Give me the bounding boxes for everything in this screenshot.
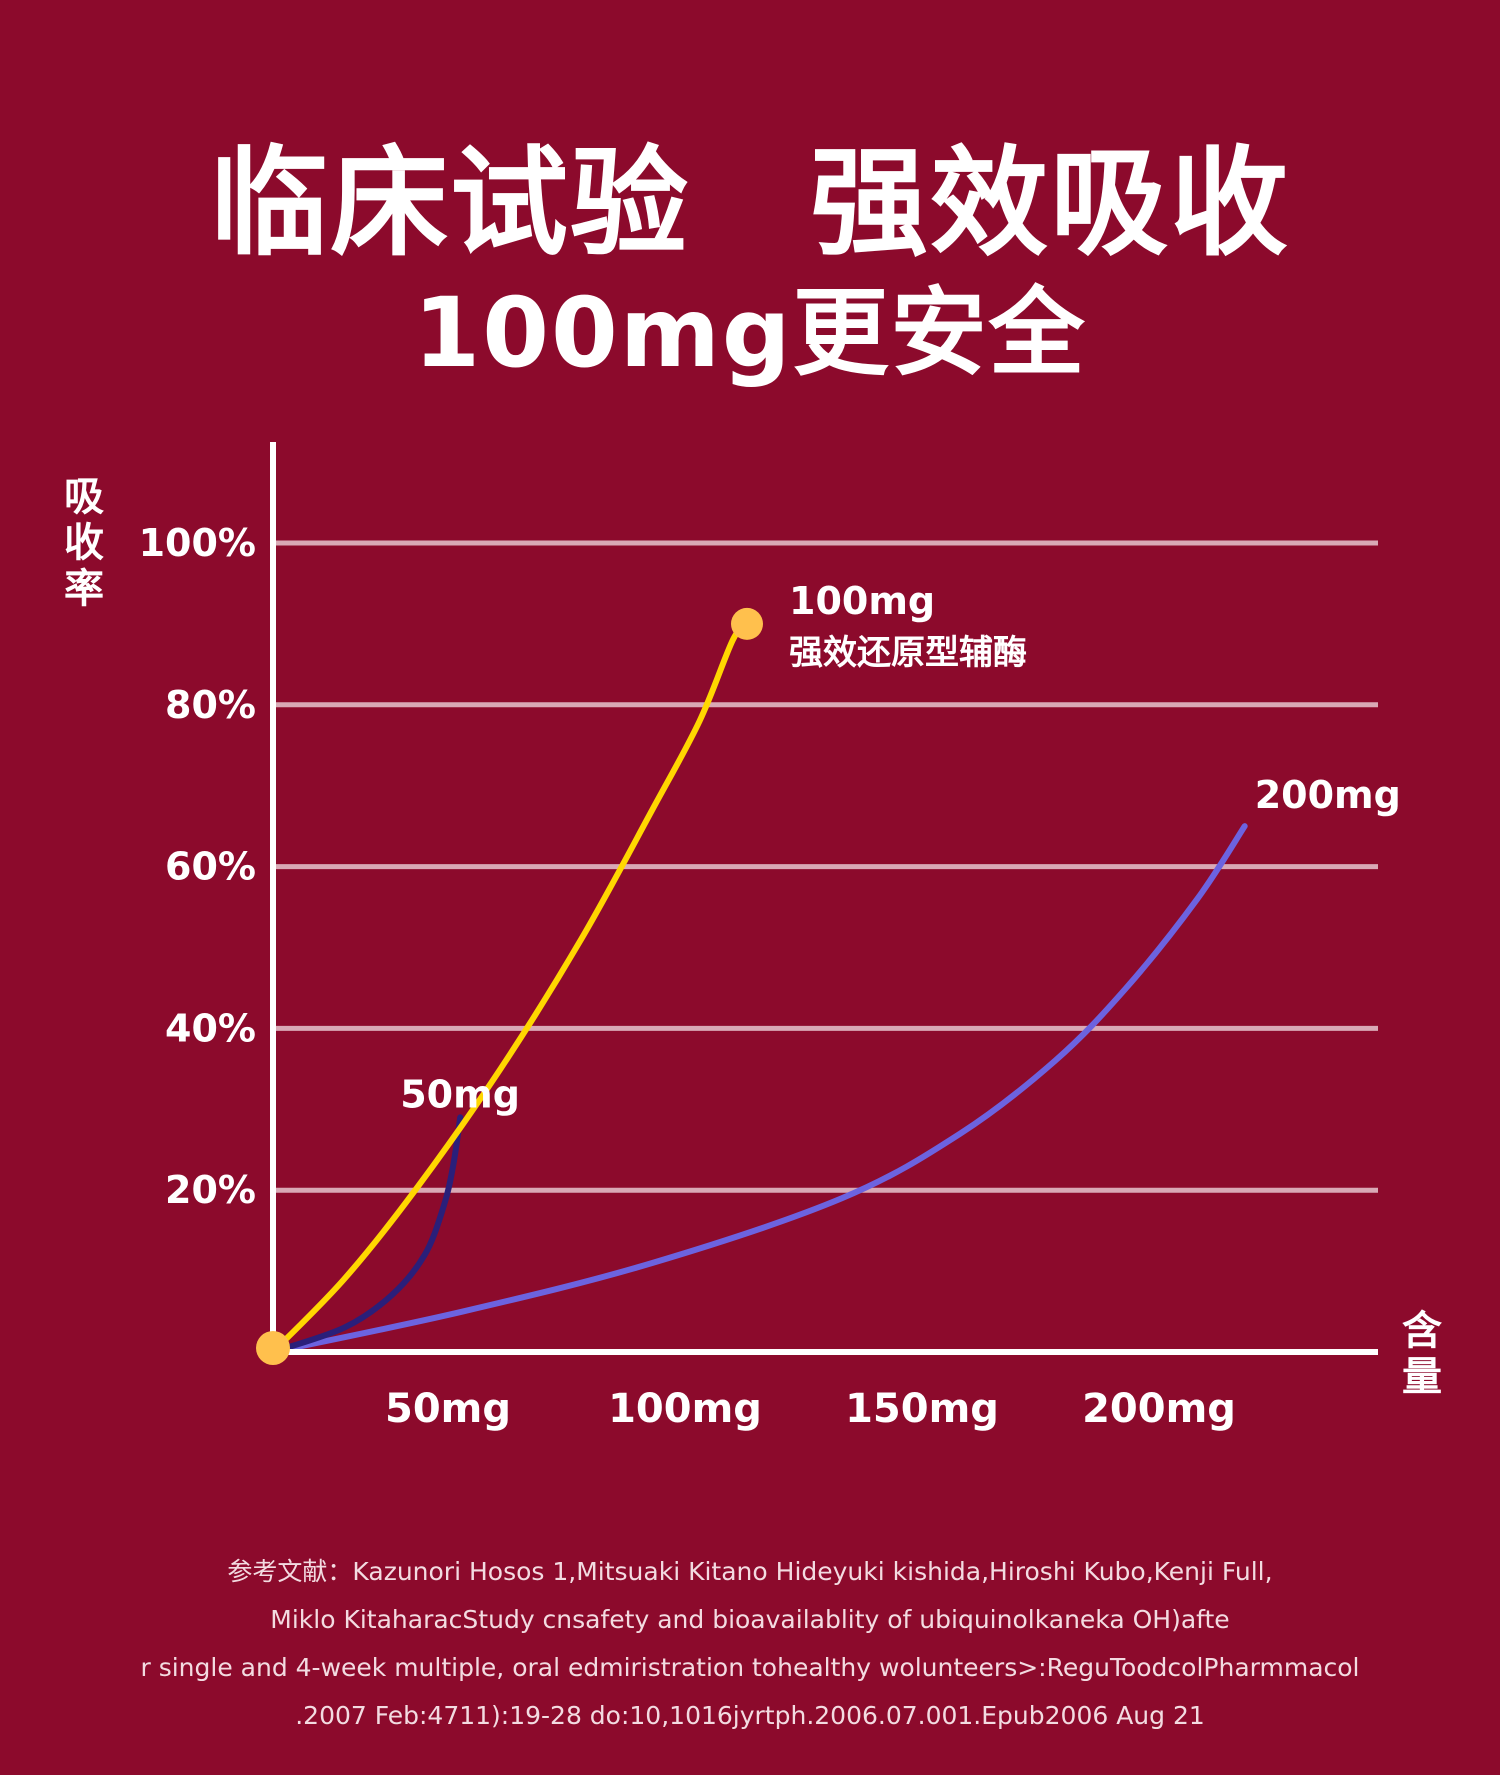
origin-marker <box>256 1331 290 1365</box>
series-lines <box>270 620 1248 1355</box>
x-tick-label: 50mg <box>385 1386 511 1432</box>
series-label-50mg: 50mg <box>400 1072 520 1116</box>
y-tick-label: 40% <box>165 1006 256 1050</box>
markers <box>256 607 763 1365</box>
x-tick-label: 100mg <box>608 1386 762 1432</box>
series-sublabel-100mg: 强效还原型辅酶 <box>789 633 1027 673</box>
y-axis-label: 吸收率 <box>64 474 104 612</box>
series-labels: 50mg 100mg 强效还原型辅酶 200mg <box>400 579 1401 1116</box>
reference-line: 参考文献：Kazunori Hosos 1,Mitsuaki Kitano Hi… <box>227 1557 1273 1586</box>
y-tick-labels: 20% 40% 60% 80% 100% <box>139 521 256 1212</box>
endpoint-marker <box>731 607 763 640</box>
x-axis-label: 含量 <box>1402 1308 1442 1400</box>
series-line-100mg <box>270 620 750 1355</box>
series-line-50mg <box>270 1114 464 1355</box>
grid-lines <box>273 540 1378 1193</box>
y-tick-label: 80% <box>165 683 256 727</box>
x-tick-label: 200mg <box>1082 1386 1236 1432</box>
y-tick-label: 60% <box>165 845 256 889</box>
reference-line: Miklo KitaharacStudy cnsafety and bioava… <box>270 1605 1230 1634</box>
reference-line: .2007 Feb:4711):19-28 do:10,1016jyrtph.2… <box>295 1701 1205 1730</box>
axes <box>270 442 1378 1355</box>
x-tick-labels: 50mg 100mg 150mg 200mg <box>385 1386 1236 1432</box>
series-label-200mg: 200mg <box>1255 773 1401 817</box>
y-tick-label: 20% <box>165 1168 256 1212</box>
x-tick-label: 150mg <box>845 1386 999 1432</box>
series-line-200mg <box>270 823 1248 1355</box>
absorption-chart: 20% 40% 60% 80% 100% 50mg 100mg 150mg 200mg 吸收率… <box>64 442 1442 1432</box>
page-title: 临床试验 强效吸收 <box>209 134 1290 272</box>
reference-line: r single and 4-week multiple, oral edmir… <box>140 1653 1360 1682</box>
y-tick-label: 100% <box>139 521 256 565</box>
series-label-100mg: 100mg <box>789 579 935 623</box>
page-subtitle: 100mg更安全 <box>413 277 1087 389</box>
references: 参考文献：Kazunori Hosos 1,Mitsuaki Kitano Hi… <box>0 1548 1500 1740</box>
